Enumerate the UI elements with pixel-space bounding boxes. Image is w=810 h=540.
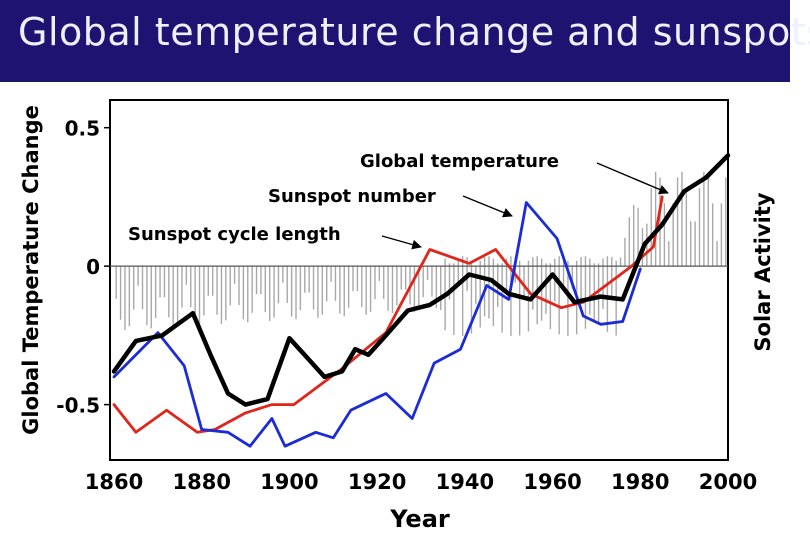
y-axis-label-line1: Global Temperature Change — [19, 105, 43, 435]
annotation-sunspot-cycle-length: Sunspot cycle length — [128, 224, 341, 245]
annotation-sunspot-cycle-length-arrow — [381, 235, 422, 250]
y2-axis-label: Solar Activity — [751, 192, 775, 351]
y-tick-label: -0.5 — [56, 394, 100, 418]
annotation-global-temperature-arrow — [596, 162, 669, 195]
title-bar: Global temperature change and sunspots — [0, 0, 810, 82]
y-ticks: 0.5 0 -0.5 — [56, 117, 110, 418]
y-tick-label: 0 — [86, 255, 100, 279]
annotation-sunspot-number: Sunspot number — [268, 186, 436, 207]
x-tick-label: 1860 — [85, 470, 143, 494]
x-tick-label: 1940 — [436, 470, 494, 494]
annotation-global-temperature: Global temperature — [360, 151, 559, 172]
page-title: Global temperature change and sunspots — [18, 10, 810, 54]
x-tick-label: 1960 — [523, 470, 581, 494]
y-axis-label: Global Temperature Change — [19, 105, 43, 435]
y-tick-label: 0.5 — [65, 117, 100, 141]
x-tick-label: 1920 — [348, 470, 406, 494]
x-tick-label: 1900 — [260, 470, 318, 494]
series-line-global-temperature — [111, 153, 731, 407]
series-line-sunspot-number — [112, 201, 642, 448]
series-group — [111, 153, 731, 448]
x-ticks: 1860 1880 1900 1920 1940 1960 1980 2000 — [85, 470, 757, 494]
x-tick-label: 1880 — [172, 470, 230, 494]
annotation-sunspot-number-arrow — [462, 195, 513, 218]
sunspot-bars — [115, 171, 727, 337]
x-tick-label: 1980 — [611, 470, 669, 494]
x-tick-label: 2000 — [699, 470, 757, 494]
x-axis-label: Year — [389, 505, 450, 533]
